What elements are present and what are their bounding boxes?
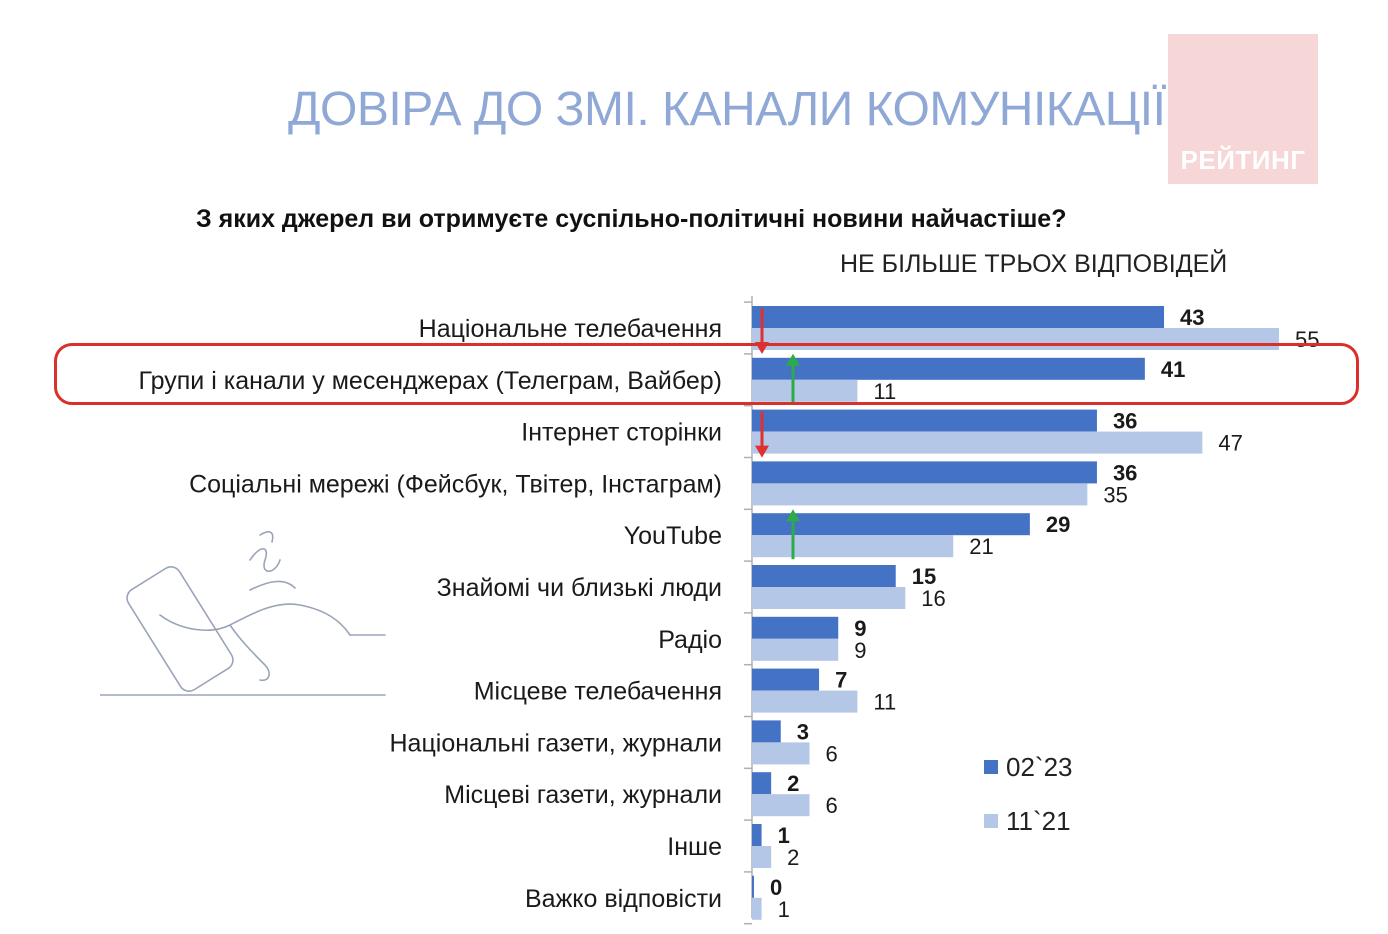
category-label: Радіо (658, 626, 722, 654)
rating-logo: РЕЙТИНГ (1168, 34, 1318, 184)
data-label: 1 (778, 897, 790, 922)
chart-title: З яких джерел ви отримуєте суспільно-пол… (196, 205, 1067, 233)
category-label: Групи і канали у месенджерах (Телеграм, … (139, 367, 723, 395)
bar-series-0 (752, 513, 1030, 536)
bar-series-0 (752, 409, 1097, 432)
legend-label-series-0: 02`23 (1006, 751, 1073, 782)
trend-arrow-head (786, 353, 800, 366)
data-label: 6 (825, 741, 837, 766)
slide-title: ДОВІРА ДО ЗМІ. КАНАЛИ КОМУНІКАЦІЇ (288, 83, 1166, 136)
category-label: Інше (667, 833, 722, 861)
data-label: 41 (1161, 357, 1185, 382)
bar-series-1 (752, 690, 858, 713)
legend-item: 11`21 (984, 804, 1073, 838)
data-label: 1 (778, 823, 790, 848)
bar-series-0 (752, 772, 772, 795)
legend: 02`23 11`21 (984, 750, 1073, 858)
category-label: Національне телебачення (419, 315, 722, 343)
data-label: 0 (770, 875, 782, 900)
legend-swatch-series-1 (984, 814, 998, 828)
category-label: Національні газети, журнали (389, 729, 722, 757)
bar-series-0 (752, 565, 896, 587)
legend-label-series-1: 11`21 (1006, 805, 1071, 836)
data-label: 2 (787, 845, 799, 870)
bar-series-1 (752, 794, 810, 817)
category-label: YouTube (624, 522, 722, 550)
bar-series-1 (752, 587, 906, 609)
category-label: Місцеве телебачення (474, 678, 722, 706)
bar-series-1 (752, 535, 954, 558)
trend-arrow-head (755, 445, 769, 458)
bar-series-1 (752, 846, 772, 868)
category-label: Соціальні мережі (Фейсбук, Твітер, Інста… (189, 470, 722, 498)
bar-series-1 (752, 742, 810, 765)
data-label: 21 (969, 534, 993, 559)
data-label: 9 (854, 616, 866, 641)
category-label: Інтернет сторінки (521, 419, 722, 447)
data-label: 55 (1295, 327, 1319, 352)
data-label: 36 (1113, 409, 1137, 434)
data-label: 35 (1103, 482, 1127, 507)
data-label: 16 (921, 586, 945, 611)
chart-subtitle: НЕ БІЛЬШЕ ТРЬОХ ВІДПОВІДЕЙ (840, 250, 1228, 278)
legend-item: 02`23 (984, 750, 1073, 784)
bar-series-0 (752, 461, 1097, 484)
data-label: 15 (912, 564, 936, 589)
data-label: 43 (1180, 305, 1204, 330)
bar-series-0 (752, 824, 762, 846)
data-label: 9 (854, 638, 866, 663)
bar-series-0 (752, 306, 1165, 328)
data-label: 3 (797, 719, 809, 744)
bar-series-0 (752, 720, 781, 743)
category-label: Знайомі чи близькі люди (437, 574, 722, 602)
data-label: 47 (1218, 431, 1242, 456)
data-label: 11 (873, 690, 896, 715)
category-label: Місцеві газети, журнали (444, 781, 722, 809)
bar-series-1 (752, 379, 858, 402)
bar-series-1 (752, 897, 762, 920)
logo-text: РЕЙТИНГ (1180, 145, 1306, 175)
phone-hand-illustration (100, 531, 386, 696)
legend-swatch-series-0 (984, 760, 998, 774)
bar-series-1 (752, 431, 1203, 454)
bar-series-1 (752, 483, 1088, 506)
bar-series-0 (752, 616, 839, 639)
data-label: 11 (873, 379, 896, 404)
highlight-box (54, 343, 1359, 405)
data-label: 29 (1046, 512, 1070, 537)
bar-series-0 (752, 357, 1145, 380)
data-label: 36 (1113, 460, 1137, 485)
category-label: Важко відповісти (525, 885, 722, 913)
trend-arrow-head (786, 509, 800, 522)
data-label: 6 (825, 793, 837, 818)
bar-series-0 (752, 875, 754, 898)
bar-series-1 (752, 638, 839, 661)
data-label: 2 (787, 771, 799, 796)
data-label: 7 (835, 668, 847, 693)
bar-series-0 (752, 668, 820, 691)
